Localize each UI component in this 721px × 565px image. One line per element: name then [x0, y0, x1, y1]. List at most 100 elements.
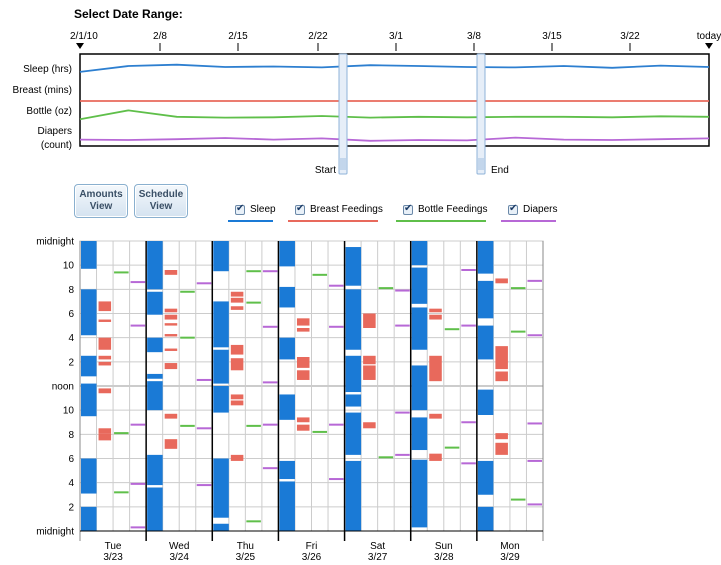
bottle-feeding-mark: [510, 330, 526, 333]
schedule-y-tick-label: 4: [68, 478, 74, 489]
legend-bottle-swatch: [396, 220, 486, 222]
sleep-block: [345, 460, 362, 531]
timeline-tick-label: 3/15: [542, 31, 562, 42]
diaper-mark: [130, 423, 146, 426]
amounts-view-button[interactable]: Amounts View: [74, 184, 128, 218]
bottle-feeding-mark: [510, 498, 526, 501]
range-end-label: End: [491, 165, 509, 176]
schedule-date-label: 3/25: [236, 552, 256, 563]
schedule-day-label: Fri: [306, 541, 318, 552]
schedule-y-tick-label: noon: [52, 382, 74, 393]
schedule-y-tick-label: 2: [68, 502, 74, 513]
checkbox-icon: [235, 203, 245, 215]
sleep-block: [81, 458, 97, 494]
schedule-y-tick-label: 2: [68, 357, 74, 368]
sleep-block: [213, 386, 229, 413]
diaper-mark: [130, 482, 146, 485]
schedule-date-label: 3/27: [368, 552, 388, 563]
diaper-mark: [329, 478, 344, 481]
breast-feeding-block: [429, 453, 442, 461]
checkbox-icon: [295, 203, 305, 215]
breast-feeding-block: [495, 346, 508, 370]
breast-feeding-block: [164, 334, 178, 337]
schedule-day-label: Thu: [237, 541, 254, 552]
date-range-timeline[interactable]: 2/1/10 2/8 2/15 2/22 3/1 3/8 3/15 3/22 today Slee…: [13, 31, 721, 176]
amounts-view-label-2: View: [89, 201, 113, 212]
diaper-mark: [329, 325, 344, 328]
schedule-y-tick-label: 4: [68, 333, 74, 344]
bottle-feeding-mark: [246, 301, 261, 304]
bottle-feeding-mark: [246, 270, 261, 273]
bottle-feeding-mark: [114, 432, 129, 435]
timeline-row-label: Bottle (oz): [26, 106, 72, 117]
bottle-feeding-mark: [378, 456, 394, 459]
diaper-mark: [461, 269, 476, 271]
breast-feeding-block: [230, 454, 244, 461]
diaper-mark: [461, 421, 476, 424]
legend-sleep-swatch: [228, 220, 273, 222]
sleep-block: [345, 289, 362, 350]
diaper-mark: [329, 284, 344, 287]
checkbox-icon: [403, 203, 413, 215]
breast-feeding-block: [164, 413, 178, 419]
breast-feeding-block: [429, 314, 442, 320]
breast-feeding-block: [164, 270, 178, 275]
breast-feeding-block: [363, 355, 376, 365]
sleep-block: [345, 247, 362, 286]
diaper-mark: [262, 270, 278, 273]
timeline-series-line: [79, 63, 710, 73]
sleep-block: [147, 291, 163, 315]
diaper-mark: [461, 324, 476, 327]
schedule-y-tick-label: 6: [68, 454, 74, 465]
timeline-end-arrow-icon: [76, 43, 84, 49]
range-end-handle: [476, 53, 486, 175]
diaper-mark: [527, 503, 542, 506]
sleep-block: [411, 307, 428, 350]
page-title: Select Date Range:: [74, 7, 183, 21]
checkbox-icon: [508, 203, 518, 215]
breast-feeding-block: [98, 433, 112, 441]
sleep-block: [81, 383, 97, 417]
breast-feeding-block: [98, 319, 112, 322]
sleep-block: [477, 241, 494, 274]
timeline-tick-label: 3/22: [620, 31, 640, 42]
breast-feeding-block: [429, 413, 442, 419]
bottle-feeding-mark: [312, 273, 328, 276]
sleep-block: [213, 458, 229, 518]
schedule-date-label: 3/24: [169, 552, 189, 563]
legend-diapers-checkbox[interactable]: Diapers: [501, 203, 568, 231]
sleep-block: [279, 337, 295, 360]
breast-feeding-block: [164, 308, 178, 313]
breast-feeding-block: [296, 424, 310, 431]
breast-feeding-block: [230, 394, 244, 400]
diaper-mark: [395, 453, 410, 456]
breast-feeding-block: [495, 433, 508, 440]
diaper-mark: [262, 381, 278, 384]
diaper-mark: [395, 411, 410, 414]
breast-feeding-block: [98, 388, 112, 394]
diaper-mark: [527, 422, 542, 425]
bottle-feeding-mark: [180, 336, 195, 339]
schedule-date-label: 3/26: [302, 552, 322, 563]
breast-feeding-block: [230, 344, 244, 355]
bottle-feeding-mark: [180, 424, 195, 427]
breast-feeding-block: [230, 306, 244, 310]
timeline-end-arrow-icon: [705, 43, 713, 49]
sleep-block: [147, 241, 163, 290]
schedule-day-label: Wed: [169, 541, 189, 552]
sleep-block: [279, 286, 295, 308]
breast-feeding-block: [296, 328, 310, 332]
breast-feeding-block: [98, 428, 112, 434]
breast-feeding-block: [98, 361, 112, 366]
legend-sleep-checkbox[interactable]: Sleep: [228, 203, 285, 231]
bottle-feeding-mark: [180, 290, 195, 293]
schedule-day-label: Mon: [500, 541, 519, 552]
amounts-view-label-1: Amounts: [79, 189, 123, 200]
sleep-block: [81, 506, 97, 531]
bottle-feeding-mark: [114, 491, 129, 494]
legend-sleep-label: Sleep: [250, 204, 276, 215]
schedule-view-button[interactable]: Schedule View: [134, 184, 188, 218]
legend-breast-checkbox[interactable]: Breast Feedings: [288, 203, 385, 231]
legend-bottle-checkbox[interactable]: Bottle Feedings: [396, 203, 493, 231]
